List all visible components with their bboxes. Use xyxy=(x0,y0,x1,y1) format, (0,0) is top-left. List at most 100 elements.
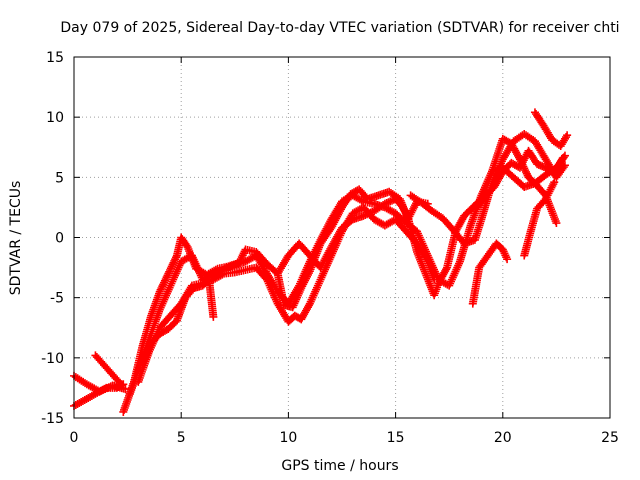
x-tick-label: 5 xyxy=(177,430,186,446)
trace-segment xyxy=(483,184,497,198)
x-tick-label: 15 xyxy=(387,430,405,446)
trace-segment xyxy=(408,192,424,206)
trace-segment xyxy=(71,373,90,388)
y-tick-label: 5 xyxy=(55,170,64,186)
x-tick-label: 0 xyxy=(70,430,79,446)
trace-segment xyxy=(296,241,313,259)
trace-segment xyxy=(551,155,566,176)
trace-segment xyxy=(82,390,98,403)
trace-segment xyxy=(296,259,313,288)
trace-segment xyxy=(413,229,431,258)
trace-segment xyxy=(392,216,409,234)
trace-segment xyxy=(478,169,496,198)
trace-segment xyxy=(173,295,189,323)
trace-segment xyxy=(306,277,324,306)
trace-segment xyxy=(520,229,535,258)
trace-segment xyxy=(527,206,541,234)
trace-segment xyxy=(285,283,303,306)
trace-segment xyxy=(205,277,218,319)
data-point xyxy=(430,275,439,284)
trace-segment xyxy=(204,265,220,278)
trace-segment xyxy=(493,240,506,253)
trace-segment xyxy=(440,215,457,233)
series-arc-11 xyxy=(473,146,567,212)
trace-segment xyxy=(253,265,270,283)
chart-title: Day 079 of 2025, Sidereal Day-to-day VTE… xyxy=(60,20,619,36)
trace-segment xyxy=(461,204,476,219)
trace-segment xyxy=(274,253,292,276)
trace-segment xyxy=(156,271,172,294)
trace-segment xyxy=(488,157,506,186)
trace-segment xyxy=(243,252,259,265)
trace-segment xyxy=(157,313,174,331)
trace-segment xyxy=(450,227,467,246)
data-point xyxy=(155,287,164,296)
data-point xyxy=(503,255,512,264)
trace-segment xyxy=(557,133,571,149)
trace-segment xyxy=(328,199,345,222)
trace-segment xyxy=(263,277,281,306)
trace-segment xyxy=(317,253,335,282)
data-point xyxy=(563,131,572,140)
x-tick-label: 10 xyxy=(279,430,297,446)
trace-segment xyxy=(328,225,346,250)
trace-segment xyxy=(71,396,87,409)
series-arc-10 xyxy=(468,239,512,308)
y-tick-label: -10 xyxy=(41,351,64,367)
trace-segment xyxy=(178,252,195,265)
trace-segment xyxy=(182,285,197,301)
y-tick-label: -15 xyxy=(41,411,64,427)
series-arc-3 xyxy=(91,351,126,389)
trace-segment xyxy=(499,247,511,262)
trace-segment xyxy=(393,210,409,226)
trace-segment xyxy=(361,207,377,220)
x-tick-label: 25 xyxy=(601,430,619,446)
series-arc-7 xyxy=(138,275,218,368)
y-axis-label: SDTVAR / TECUs xyxy=(8,181,24,296)
trace-segment xyxy=(540,123,556,143)
trace-segment xyxy=(446,259,464,288)
series-arc-9 xyxy=(406,130,569,248)
trace-segment xyxy=(474,193,489,210)
trace-segment xyxy=(139,341,155,366)
trace-segment xyxy=(532,110,547,128)
trace-segment xyxy=(532,172,549,187)
trace-segment xyxy=(429,208,445,222)
data-point xyxy=(95,387,104,396)
x-tick-label: 20 xyxy=(494,430,512,446)
trace-segment xyxy=(139,313,155,348)
trace-segment xyxy=(165,317,180,332)
trace-segment xyxy=(534,196,549,212)
series-arc-12 xyxy=(520,178,559,260)
y-tick-label: 0 xyxy=(55,231,64,247)
trace-segment xyxy=(253,253,270,276)
series-arc-6 xyxy=(134,203,439,386)
trace-segment xyxy=(356,186,371,202)
trace-segment xyxy=(165,253,181,276)
data-point xyxy=(550,178,559,187)
trace-segment xyxy=(339,216,356,231)
trace-segment xyxy=(413,249,429,276)
trace-segment xyxy=(542,180,558,202)
trace-segment xyxy=(298,301,313,322)
trace-segment xyxy=(405,199,421,221)
trace-segment xyxy=(414,241,431,264)
data-point xyxy=(552,219,561,228)
trace-segment xyxy=(525,148,541,167)
trace-segment xyxy=(157,325,171,337)
trace-segment xyxy=(476,253,491,270)
data-point xyxy=(117,380,126,389)
trace-segment xyxy=(188,253,206,282)
trace-segment xyxy=(436,276,452,289)
data-point xyxy=(359,211,368,220)
series-arc-13 xyxy=(530,108,572,151)
trace-segment xyxy=(532,139,549,162)
data-point xyxy=(121,385,130,394)
trace-segment xyxy=(92,353,111,373)
y-tick-label: -5 xyxy=(50,291,64,307)
trace-segment xyxy=(350,192,366,205)
trace-segment xyxy=(156,283,174,312)
data-point xyxy=(380,199,389,208)
data-point xyxy=(209,312,218,321)
trace-segment xyxy=(317,217,335,243)
